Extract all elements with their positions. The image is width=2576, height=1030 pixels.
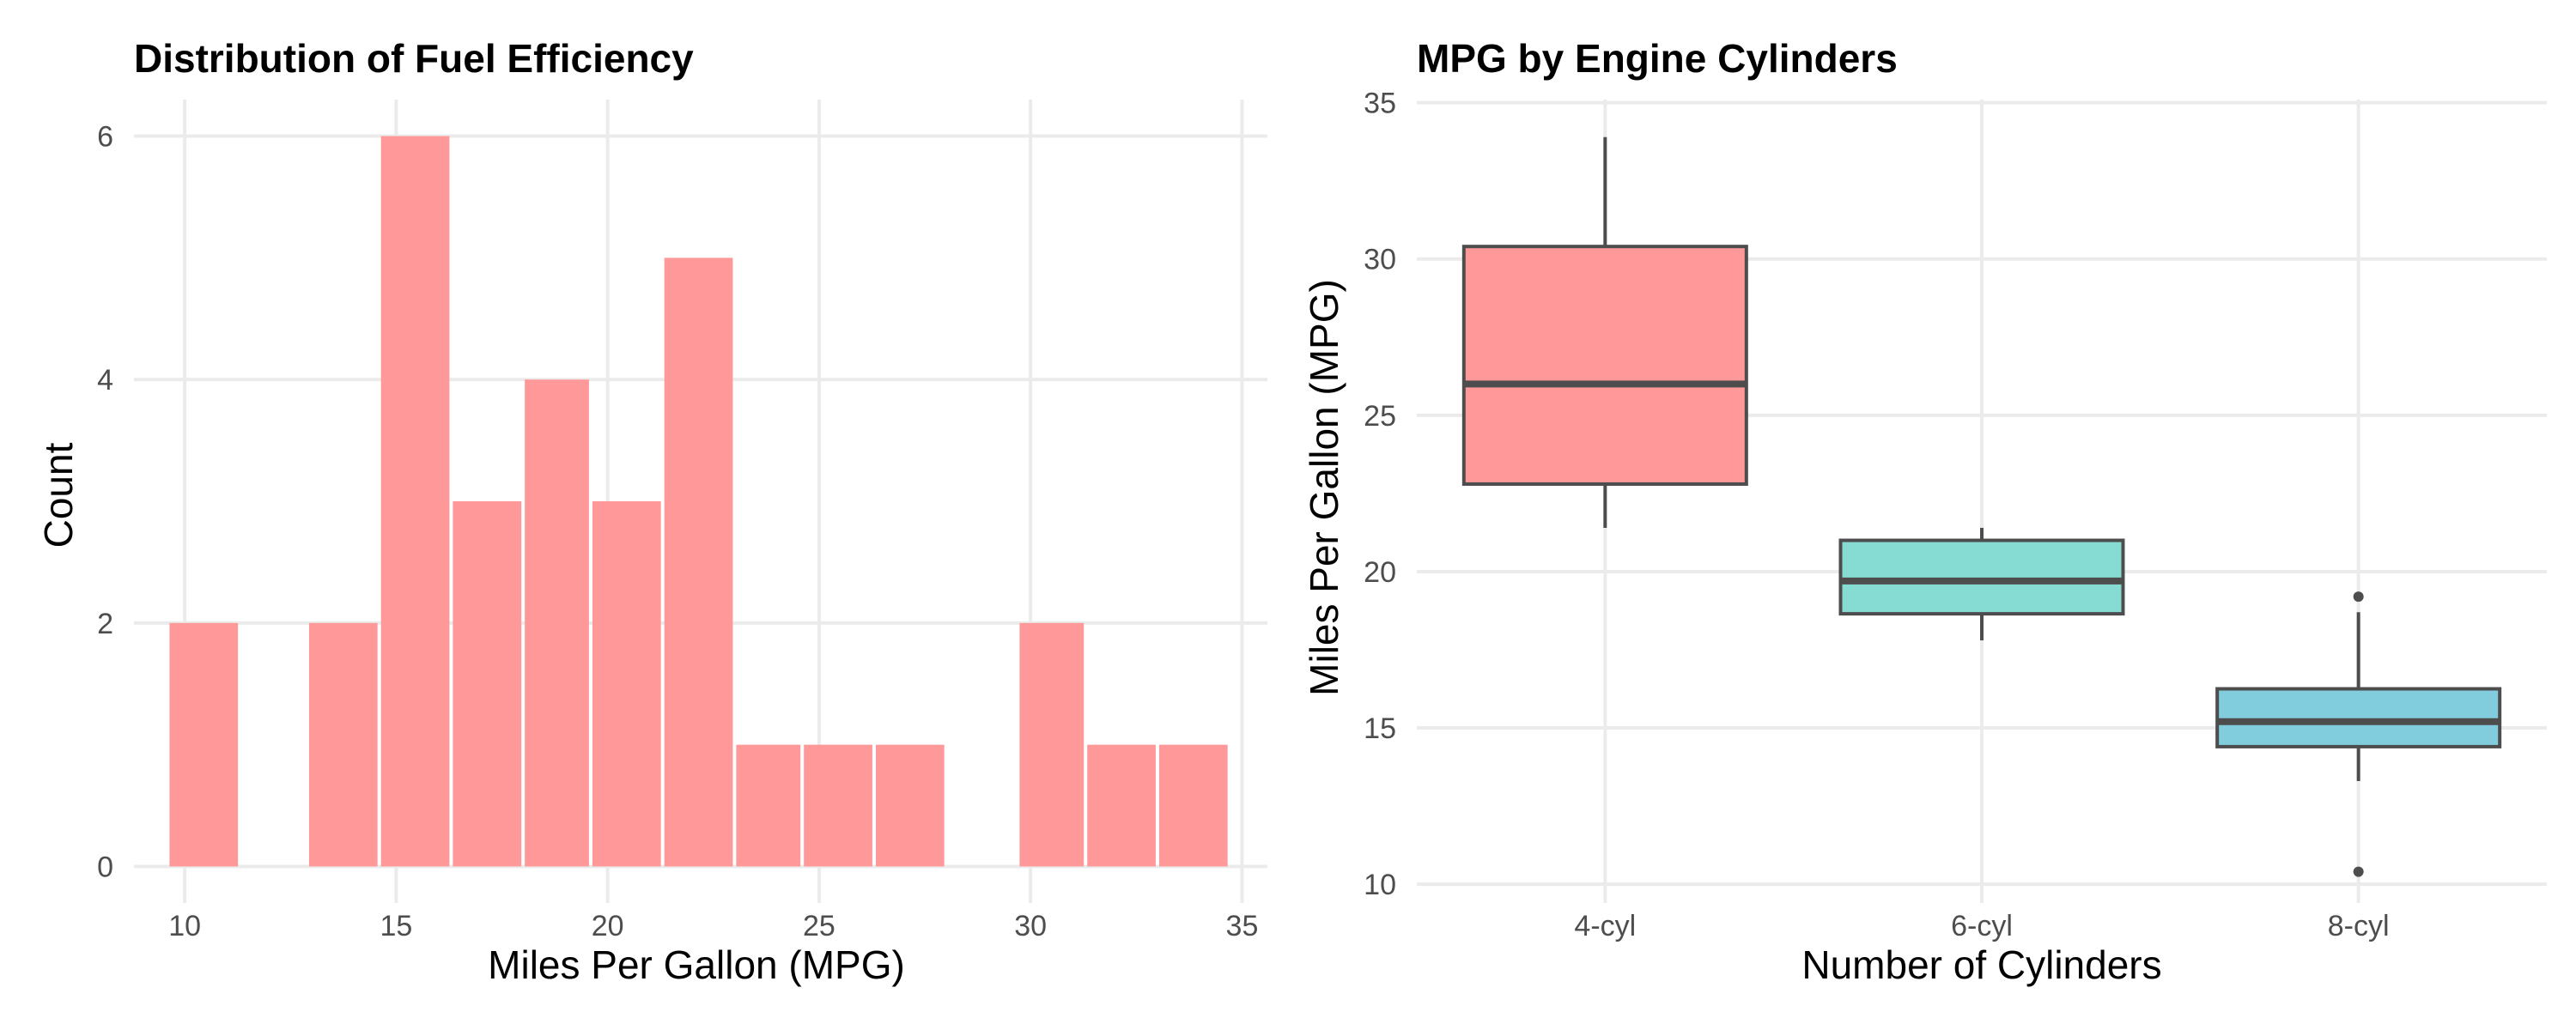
boxplot-y-tick-label: 20 [1364, 556, 1396, 589]
boxplot-x-tick-label: 8-cyl [2328, 910, 2390, 942]
histogram-bar [1019, 622, 1084, 867]
histogram-bar [1087, 744, 1156, 867]
histogram-y-tick-label: 2 [97, 608, 113, 640]
histogram-x-tick-label: 35 [1226, 910, 1259, 942]
boxplot-y-axis-label: Miles Per Gallon (MPG) [1302, 279, 1346, 696]
box-outlier-point [2353, 591, 2364, 603]
boxplot-y-tick-label: 10 [1364, 869, 1396, 901]
histogram-bar [592, 501, 661, 867]
boxplot-x-ticks: 4-cyl 6-cyl 8-cyl [1574, 910, 2389, 942]
histogram-bar [525, 379, 589, 867]
histogram-y-axis-label: Count [36, 442, 81, 548]
histogram-bar [664, 258, 733, 867]
histogram-y-tick-label: 4 [97, 364, 113, 397]
histogram-x-tick-label: 15 [380, 910, 412, 942]
box-6-cyl [1838, 527, 2125, 641]
boxplot-y-tick-label: 15 [1364, 712, 1396, 745]
histogram-x-tick-label: 25 [803, 910, 835, 942]
histogram-bars [169, 136, 1228, 867]
boxplot-y-tick-label: 30 [1364, 244, 1396, 276]
histogram-bar [1158, 744, 1228, 867]
box-iqr [1461, 245, 1748, 486]
boxplot-x-tick-label: 6-cyl [1951, 910, 2013, 942]
boxplot-title: MPG by Engine Cylinders [1417, 36, 1898, 81]
boxplot-y-ticks: 10 15 20 25 30 35 [1364, 88, 1396, 902]
boxplot-x-axis-label: Number of Cylinders [1801, 942, 2161, 987]
histogram-bar [453, 501, 522, 867]
histogram-bar [308, 622, 378, 867]
boxplot-y-tick-label: 35 [1364, 88, 1396, 120]
histogram-y-tick-label: 6 [97, 121, 113, 154]
histogram-x-axis-label: Miles Per Gallon (MPG) [488, 942, 905, 987]
histogram-x-tick-label: 10 [168, 910, 201, 942]
histogram-y-tick-label: 0 [97, 851, 113, 883]
histogram-bar [804, 744, 872, 867]
box-iqr [2215, 687, 2502, 748]
histogram-bar [875, 744, 945, 867]
histogram-y-ticks: 0 2 4 6 [97, 121, 113, 884]
boxplot-grid [1417, 100, 2547, 903]
box-8-cyl [2215, 591, 2502, 877]
boxplot-panel: MPG by Engine Cylinders 10 15 20 25 30 35 4-c… [1302, 36, 2547, 987]
box-4-cyl [1461, 136, 1748, 528]
histogram-title: Distribution of Fuel Efficiency [134, 36, 694, 81]
histogram-x-tick-label: 20 [592, 910, 624, 942]
box-outlier-point [2353, 866, 2364, 877]
histogram-x-tick-label: 30 [1014, 910, 1047, 942]
histogram-bar [736, 744, 801, 867]
histogram-x-ticks: 10 15 20 25 30 35 [168, 910, 1258, 942]
boxplot-x-tick-label: 4-cyl [1574, 910, 1636, 942]
histogram-bar [169, 622, 239, 867]
boxplot-y-tick-label: 25 [1364, 400, 1396, 433]
boxplot-boxes [1461, 136, 2502, 877]
box-iqr [1838, 538, 2125, 616]
histogram-bar [380, 136, 450, 867]
